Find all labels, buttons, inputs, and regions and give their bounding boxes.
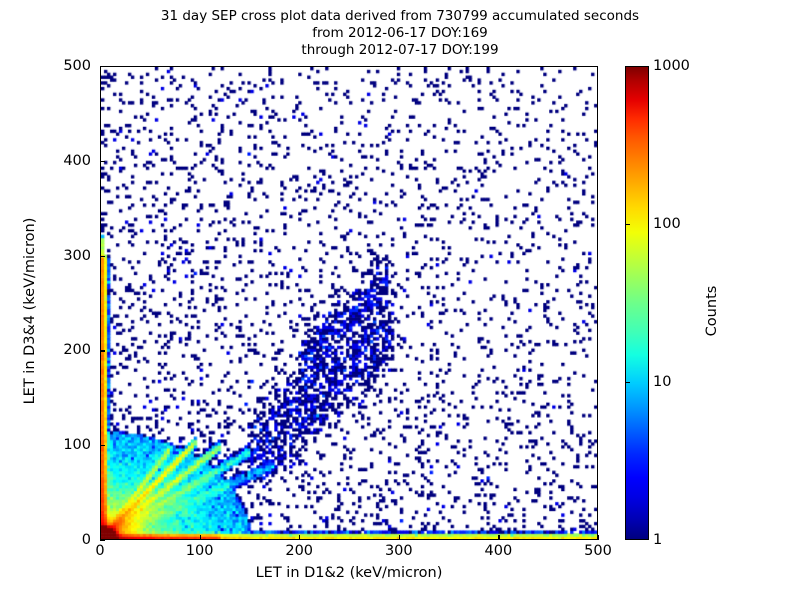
plot-title-line-3: through 2012-07-17 DOY:199 <box>301 42 499 58</box>
x-tick-label-300: 300 <box>384 543 413 559</box>
x-tick-mark-200 <box>299 535 301 540</box>
scatter-density-plot <box>101 67 597 539</box>
x-axis-label: LET in D1&2 (keV/micron) <box>255 565 443 581</box>
x-tick-mark-500 <box>598 535 600 540</box>
colorbar-tick-label-1: 1 <box>653 532 663 548</box>
colorbar-tick-label-100: 100 <box>653 216 681 232</box>
colorbar-tick-label-10: 10 <box>653 374 672 390</box>
y-tick-mark-0 <box>100 540 105 542</box>
y-axis-label: LET in D3&4 (keV/micron) <box>22 217 38 405</box>
x-tick-label-0: 0 <box>95 543 105 559</box>
y-tick-mark-200 <box>100 350 105 352</box>
colorbar <box>625 66 649 540</box>
y-tick-label-200: 200 <box>63 342 91 359</box>
x-tick-mark-300 <box>398 535 400 540</box>
y-tick-label-500: 500 <box>63 58 91 74</box>
plot-axes <box>100 66 598 540</box>
y-tick-label-0: 0 <box>81 532 91 548</box>
x-tick-mark-100 <box>199 535 201 540</box>
x-tick-label-500: 500 <box>584 543 612 559</box>
y-tick-mark-300 <box>100 255 105 257</box>
colorbar-tick-label-1000: 1000 <box>653 58 690 74</box>
x-tick-label-100: 100 <box>185 543 214 559</box>
y-tick-label-400: 400 <box>63 152 91 169</box>
plot-title: 31 day SEP cross plot data derived from … <box>0 8 800 59</box>
plot-title-line-1: 31 day SEP cross plot data derived from … <box>160 8 640 24</box>
plot-title-line-2: from 2012-06-17 DOY:169 <box>312 25 488 41</box>
y-tick-label-100: 100 <box>63 437 91 454</box>
colorbar-tick-mark-10 <box>625 382 630 384</box>
x-tick-label-200: 200 <box>285 543 314 559</box>
colorbar-title: Counts <box>704 285 720 337</box>
colorbar-tick-mark-100 <box>625 224 630 226</box>
x-tick-mark-0 <box>100 535 102 540</box>
y-tick-mark-100 <box>100 445 105 447</box>
y-tick-mark-500 <box>100 66 105 68</box>
y-tick-mark-400 <box>100 160 105 162</box>
y-tick-label-300: 300 <box>63 247 91 264</box>
x-tick-mark-400 <box>498 535 500 540</box>
x-tick-label-400: 400 <box>484 543 513 559</box>
